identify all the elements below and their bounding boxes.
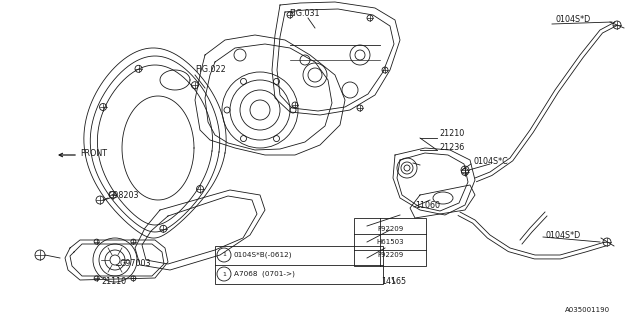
Text: 14165: 14165 <box>381 277 406 286</box>
Text: 0104S*D: 0104S*D <box>545 231 580 241</box>
Text: 21110: 21110 <box>101 277 127 286</box>
Text: 0104S*B(-0612): 0104S*B(-0612) <box>234 252 292 258</box>
Bar <box>354 218 426 266</box>
Text: 0104S*C: 0104S*C <box>474 157 509 166</box>
Text: 21236: 21236 <box>439 143 464 153</box>
Text: F92209: F92209 <box>377 226 403 232</box>
Bar <box>215 246 383 284</box>
Text: 11060: 11060 <box>415 202 440 211</box>
Text: 1: 1 <box>222 252 226 258</box>
Text: A035001190: A035001190 <box>565 307 610 313</box>
Text: FIG.022: FIG.022 <box>195 66 226 75</box>
Text: F92209: F92209 <box>377 252 403 258</box>
Text: FIG.031: FIG.031 <box>290 10 320 19</box>
Text: A7068  (0701->): A7068 (0701->) <box>234 271 295 277</box>
Text: H61503: H61503 <box>376 239 404 245</box>
Text: 1: 1 <box>222 271 226 276</box>
Text: 0104S*D: 0104S*D <box>555 15 590 25</box>
Text: FRONT: FRONT <box>80 148 107 157</box>
Text: G98203: G98203 <box>108 191 140 201</box>
Text: G97003: G97003 <box>120 259 152 268</box>
Text: 21210: 21210 <box>439 129 464 138</box>
